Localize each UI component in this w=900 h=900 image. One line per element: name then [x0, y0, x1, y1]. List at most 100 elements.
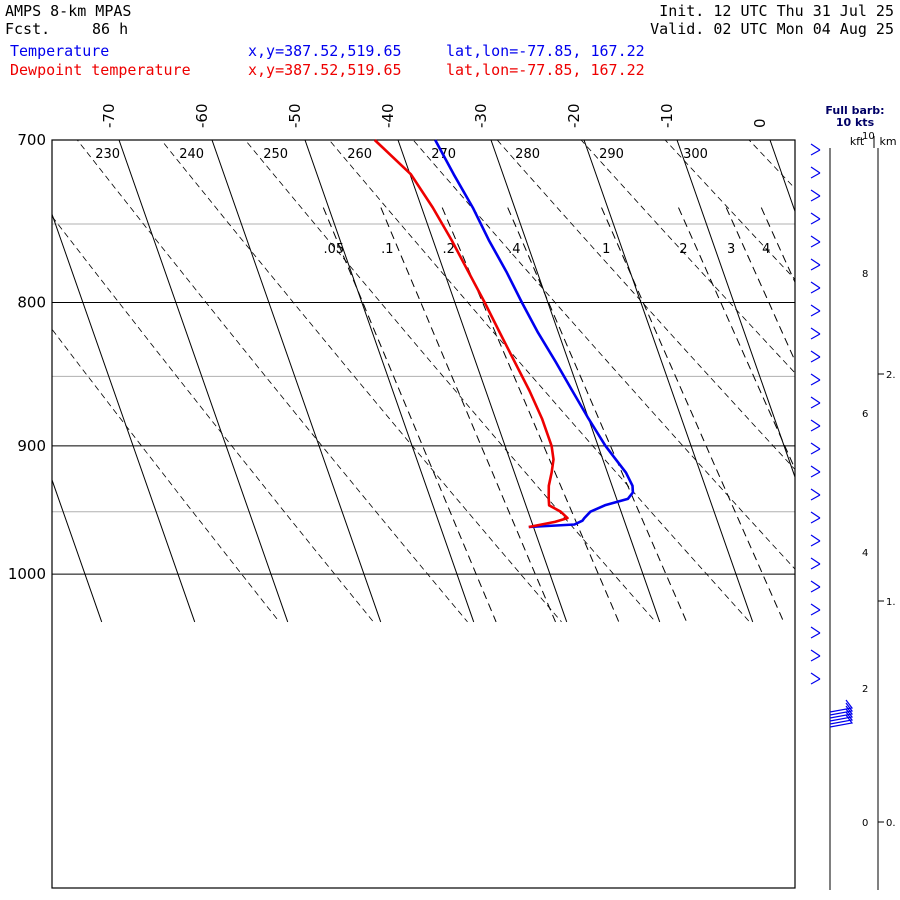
wind-barb — [810, 189, 821, 202]
wind-barb — [829, 702, 854, 716]
km-tick-label: 2. — [886, 370, 896, 381]
isotherm — [304, 140, 475, 623]
isotherm — [211, 140, 382, 623]
mixing-ratio-label: 2 — [679, 242, 687, 257]
wind-barb — [810, 465, 821, 478]
temperature-tick-label: -70 — [100, 104, 118, 129]
wind-barb — [810, 419, 821, 432]
wind-barb — [810, 580, 821, 593]
temperature-tick-label: -60 — [193, 104, 211, 129]
isotherm — [676, 140, 795, 479]
km-header: km — [879, 135, 896, 148]
profile-temperature — [434, 139, 635, 529]
wind-barb — [810, 166, 821, 179]
wind-barb — [810, 304, 821, 317]
mixing-ratio-label: .05 — [323, 242, 344, 257]
profile-dewpoint-temperature — [373, 139, 569, 529]
isentrope-label: 280 — [515, 147, 540, 162]
mixing-ratio-line — [322, 207, 497, 623]
mixing-ratio-line — [760, 207, 795, 284]
kft-tick-label: 8 — [862, 269, 868, 280]
wind-barb — [810, 488, 821, 501]
wind-barb — [810, 350, 821, 363]
dry-adiabat — [580, 140, 795, 374]
wind-barb — [810, 557, 821, 570]
temperature-tick-label: -50 — [286, 104, 304, 129]
pressure-tick-label: 800 — [17, 294, 46, 312]
mixing-ratio-label: 3 — [727, 242, 735, 257]
isotherm — [52, 212, 196, 623]
full-barb-note: Full barb: — [825, 104, 884, 117]
full-barb-kts-note: 10 kts — [836, 116, 875, 129]
wind-barb — [810, 258, 821, 271]
isotherm — [769, 140, 795, 213]
plot-frame — [51, 139, 796, 889]
mixing-ratio-line — [601, 207, 785, 623]
temperature-tick-label: -10 — [658, 104, 676, 129]
wind-barb-column — [810, 143, 854, 728]
wind-barb — [810, 396, 821, 409]
forecast-hour: 86 h — [92, 20, 129, 38]
temperature-tick-label: -40 — [379, 104, 397, 129]
grid-layer — [52, 50, 900, 623]
isentrope-label: 230 — [95, 147, 120, 162]
wind-barb — [829, 699, 854, 713]
forecast-label: Fcst. — [5, 20, 51, 38]
isotherm — [118, 140, 289, 623]
mixing-ratio-label: 1 — [602, 242, 610, 257]
mixing-ratio-line — [507, 207, 688, 623]
dry-adiabat — [328, 140, 750, 623]
wind-barb — [810, 442, 821, 455]
dry-adiabat — [52, 215, 374, 623]
wind-barb — [810, 649, 821, 662]
wind-barb — [810, 534, 821, 547]
dry-adiabat — [747, 50, 900, 622]
temperature-tick-label: 0 — [751, 118, 769, 128]
isentrope-label: 250 — [263, 147, 288, 162]
mixing-ratio-label: .4 — [508, 242, 520, 257]
kft-tick-label: 0 — [862, 818, 868, 829]
init-time: Init. 12 UTC Thu 31 Jul 25 — [659, 2, 894, 20]
mixing-ratio-label: 6 — [813, 242, 821, 257]
model-title: AMPS 8-km MPAS — [5, 2, 132, 20]
legend-dewpoint-latlon: lat,lon=-77.85, 167.22 — [446, 61, 645, 79]
isotherm — [583, 140, 754, 623]
pressure-tick-label: 700 — [17, 131, 46, 149]
mixing-ratio-label: 4 — [762, 242, 770, 257]
legend-temperature-xy: x,y=387.52,519.65 — [248, 42, 402, 60]
km-tick-label: 1. — [886, 597, 896, 608]
km-tick-label: 0. — [886, 818, 896, 829]
isentrope-label: 260 — [347, 147, 372, 162]
isotherm — [52, 478, 103, 623]
isentrope-label: 290 — [599, 147, 624, 162]
wind-barb — [829, 708, 854, 722]
legend-dewpoint-name: Dewpoint temperature — [10, 61, 191, 79]
dry-adiabat — [412, 140, 795, 570]
mixing-ratio-label: .1 — [381, 242, 393, 257]
wind-barb — [810, 212, 821, 225]
wind-barb — [810, 672, 821, 685]
valid-time: Valid. 02 UTC Mon 04 Aug 25 — [650, 20, 894, 38]
dry-adiabat — [160, 140, 562, 623]
legend-dewpoint-xy: x,y=387.52,519.65 — [248, 61, 402, 79]
legend-temperature-name: Temperature — [10, 42, 110, 60]
wind-barb — [810, 327, 821, 340]
pressure-tick-label: 1000 — [8, 565, 46, 583]
legend-temperature-latlon: lat,lon=-77.85, 167.22 — [446, 42, 645, 60]
pressure-tick-label: 900 — [17, 437, 46, 455]
wind-barb — [810, 235, 821, 248]
isotherm — [490, 140, 661, 623]
wind-barb — [810, 626, 821, 639]
wind-barb — [810, 603, 821, 616]
wind-barb — [829, 714, 854, 728]
kft-tick-label: 2 — [862, 684, 868, 695]
wind-barb — [829, 711, 854, 725]
isotherm — [397, 140, 568, 623]
temperature-tick-label: -30 — [472, 104, 490, 129]
wind-barb — [829, 705, 854, 719]
kft-header: kft — [850, 135, 865, 148]
kft-tick-label: 10 — [862, 131, 875, 142]
wind-barb — [810, 511, 821, 524]
